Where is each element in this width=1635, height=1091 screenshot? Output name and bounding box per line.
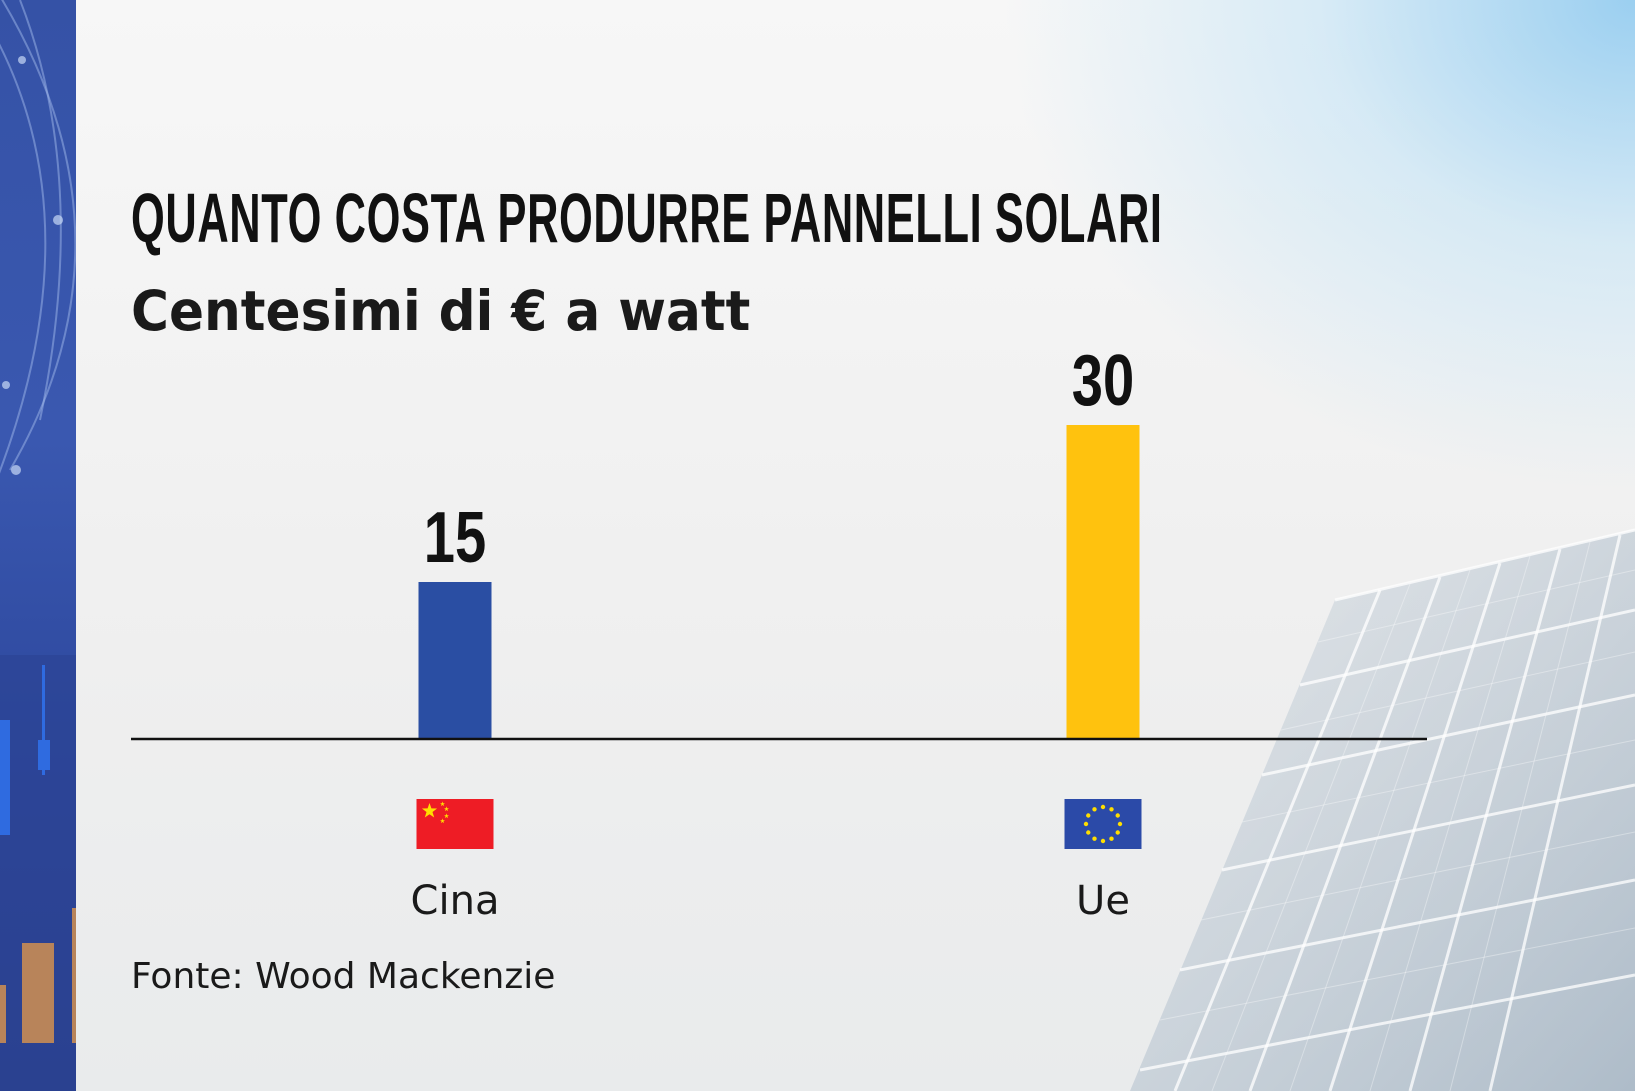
flag-star bbox=[1100, 838, 1106, 844]
chart-subtitle: Centesimi di € a watt bbox=[131, 279, 751, 343]
flag-star bbox=[1086, 830, 1091, 835]
source-note: Fonte: Wood Mackenzie bbox=[131, 956, 556, 997]
category-label: Cina bbox=[411, 878, 500, 924]
flag-star bbox=[1117, 821, 1123, 827]
value-label: 15 bbox=[424, 497, 486, 577]
flag-star bbox=[444, 806, 449, 812]
flag-star bbox=[1100, 804, 1106, 810]
china-flag-icon bbox=[416, 799, 494, 849]
flag-star bbox=[440, 801, 445, 807]
flag-star bbox=[1092, 836, 1097, 841]
bar bbox=[1066, 425, 1140, 739]
flag-star bbox=[1109, 836, 1114, 841]
globe-network-graphic bbox=[0, 0, 77, 1091]
brown-bar-graphic bbox=[22, 943, 54, 1043]
flag-star bbox=[444, 813, 449, 819]
flag-star bbox=[421, 803, 438, 818]
candlestick-graphic bbox=[0, 665, 50, 835]
flag-star bbox=[1115, 813, 1120, 818]
chart-title: QUANTO COSTA PRODURRE PANNELLI SOLARI bbox=[131, 179, 1163, 257]
category-label: Ue bbox=[1076, 878, 1130, 924]
flag-star bbox=[1092, 807, 1097, 812]
flag-star bbox=[1086, 813, 1091, 818]
flag-star bbox=[1115, 830, 1120, 835]
value-label: 30 bbox=[1072, 340, 1134, 420]
flag-star bbox=[1109, 807, 1114, 812]
flag-star bbox=[1083, 821, 1089, 827]
bar bbox=[418, 582, 492, 739]
flag-star bbox=[440, 818, 445, 824]
left-decorative-strip bbox=[0, 0, 77, 1091]
